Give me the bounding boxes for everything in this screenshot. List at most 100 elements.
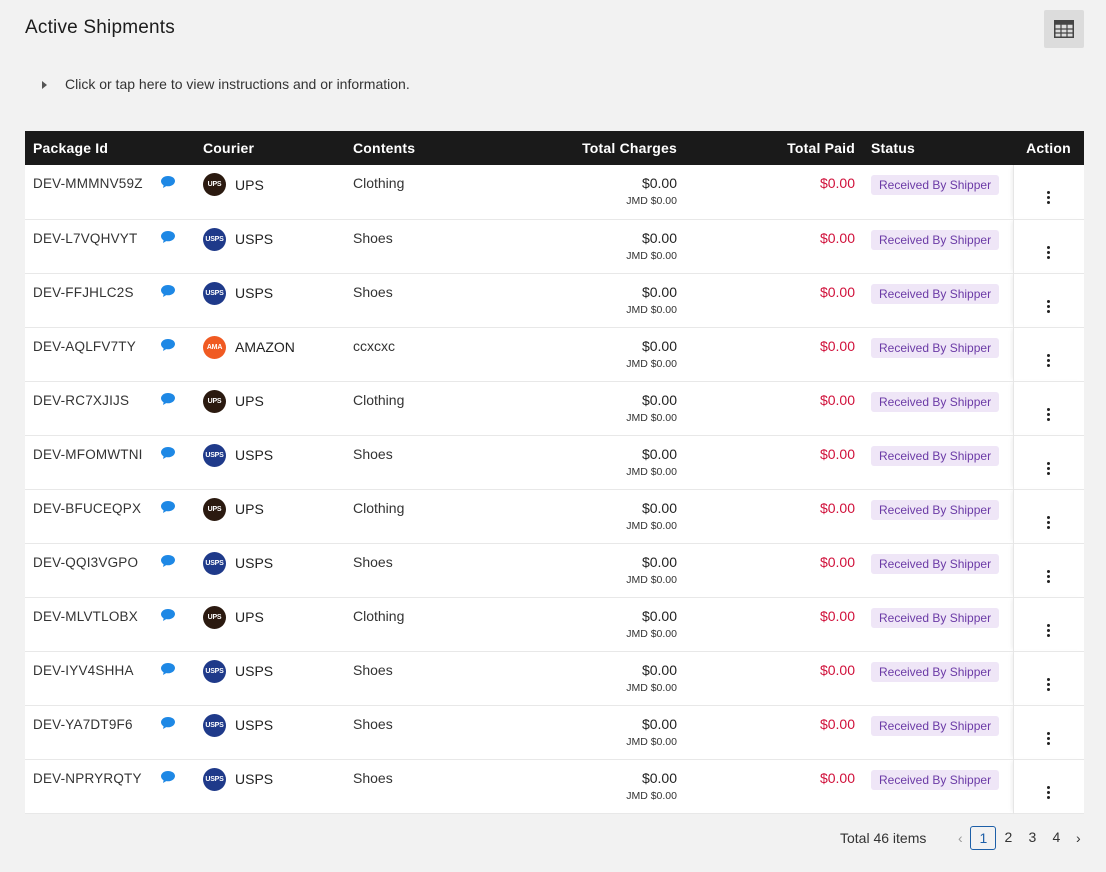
page-title: Active Shipments <box>25 17 175 38</box>
status-badge: Received By Shipper <box>871 715 1000 736</box>
table-row[interactable]: DEV-NPRYRQTY USPS USPS Shoes $0.00 JMD $… <box>25 759 1084 813</box>
chat-bubble-icon[interactable] <box>160 284 176 298</box>
header-total-charges[interactable]: Total Charges <box>582 140 677 156</box>
total-charge-jmd: JMD $0.00 <box>626 519 677 532</box>
package-id[interactable]: DEV-QQI3VGPO <box>33 554 139 570</box>
chat-bubble-icon[interactable] <box>160 446 176 460</box>
courier-name: USPS <box>235 771 274 787</box>
contents: Shoes <box>353 769 393 786</box>
total-paid: $0.00 <box>819 769 855 786</box>
courier-name: USPS <box>235 447 274 463</box>
chat-bubble-icon[interactable] <box>160 392 176 406</box>
table-row[interactable]: DEV-MLVTLOBX UPS UPS Clothing $0.00 JMD … <box>25 597 1084 651</box>
table-row[interactable]: DEV-YA7DT9F6 USPS USPS Shoes $0.00 JMD $… <box>25 705 1084 759</box>
status-badge: Received By Shipper <box>871 175 1000 195</box>
header-courier[interactable]: Courier <box>203 140 255 156</box>
total-charge-jmd: JMD $0.00 <box>626 681 677 694</box>
kebab-menu-icon[interactable] <box>1047 407 1051 422</box>
header-package-id[interactable]: Package Id <box>33 140 109 156</box>
chevron-left-icon[interactable]: ‹ <box>958 830 963 846</box>
status-badge: Received By Shipper <box>871 553 1000 574</box>
total-charge-jmd: JMD $0.00 <box>626 303 677 316</box>
status-badge: Received By Shipper <box>871 283 1000 304</box>
package-id[interactable]: DEV-L7VQHVYT <box>33 230 138 246</box>
courier: USPS USPS <box>203 227 337 251</box>
chat-bubble-icon[interactable] <box>160 500 176 514</box>
chat-bubble-icon[interactable] <box>160 662 176 676</box>
kebab-menu-icon[interactable] <box>1047 190 1051 205</box>
chat-bubble-icon[interactable] <box>160 554 176 568</box>
chat-bubble-icon[interactable] <box>160 230 176 244</box>
package-id[interactable]: DEV-IYV4SHHA <box>33 662 134 678</box>
total-charge: $0.00 <box>641 229 677 246</box>
kebab-menu-icon[interactable] <box>1047 731 1051 746</box>
total-charge: $0.00 <box>641 607 677 624</box>
instructions-toggle[interactable]: Click or tap here to view instructions a… <box>42 76 410 92</box>
total-charge-jmd: JMD $0.00 <box>626 411 677 424</box>
courier-name: USPS <box>235 717 274 733</box>
table-view-toggle-button[interactable] <box>1044 10 1084 48</box>
chat-bubble-icon[interactable] <box>160 338 176 352</box>
table-row[interactable]: DEV-BFUCEQPX UPS UPS Clothing $0.00 JMD … <box>25 489 1084 543</box>
package-id[interactable]: DEV-FFJHLC2S <box>33 284 134 300</box>
page-4-button[interactable]: 4 <box>1052 829 1061 845</box>
chevron-right-icon[interactable]: › <box>1076 830 1081 846</box>
table-row[interactable]: DEV-FFJHLC2S USPS USPS Shoes $0.00 JMD $… <box>25 273 1084 327</box>
total-paid: $0.00 <box>819 445 855 462</box>
package-id[interactable]: DEV-MLVTLOBX <box>33 608 138 624</box>
package-id[interactable]: DEV-RC7XJIJS <box>33 392 130 408</box>
courier-name: AMAZON <box>235 339 295 355</box>
total-paid: $0.00 <box>819 391 855 408</box>
header-contents[interactable]: Contents <box>353 140 416 156</box>
total-charge: $0.00 <box>641 499 677 516</box>
kebab-menu-icon[interactable] <box>1047 461 1051 476</box>
courier-name: UPS <box>235 501 264 517</box>
courier-logo: USPS <box>203 443 226 467</box>
kebab-menu-icon[interactable] <box>1047 353 1051 368</box>
header-status[interactable]: Status <box>871 140 915 156</box>
courier-name: USPS <box>235 555 274 571</box>
courier-name: USPS <box>235 231 274 247</box>
header-total-paid[interactable]: Total Paid <box>787 140 855 156</box>
package-id[interactable]: DEV-NPRYRQTY <box>33 770 142 786</box>
table-row[interactable]: DEV-MMMNV59Z UPS UPS Clothing $0.00 JMD … <box>25 165 1084 219</box>
courier-name: USPS <box>235 663 274 679</box>
table-row[interactable]: DEV-QQI3VGPO USPS USPS Shoes $0.00 JMD $… <box>25 543 1084 597</box>
kebab-menu-icon[interactable] <box>1047 623 1051 638</box>
total-charge-jmd: JMD $0.00 <box>626 357 677 370</box>
table-row[interactable]: DEV-L7VQHVYT USPS USPS Shoes $0.00 JMD $… <box>25 219 1084 273</box>
total-charge-jmd: JMD $0.00 <box>626 249 677 262</box>
page-1-button[interactable]: 1 <box>970 826 997 850</box>
contents: Shoes <box>353 283 393 300</box>
chat-bubble-icon[interactable] <box>160 175 176 189</box>
table-row[interactable]: DEV-MFOMWTNI USPS USPS Shoes $0.00 JMD $… <box>25 435 1084 489</box>
status-badge: Received By Shipper <box>871 391 1000 412</box>
package-id[interactable]: DEV-AQLFV7TY <box>33 338 136 354</box>
package-id[interactable]: DEV-MFOMWTNI <box>33 446 143 462</box>
kebab-menu-icon[interactable] <box>1047 245 1051 260</box>
page-2-button[interactable]: 2 <box>1004 829 1013 845</box>
courier-logo: UPS <box>203 389 226 413</box>
table-row[interactable]: DEV-AQLFV7TY AMA AMAZON ccxcxc $0.00 JMD… <box>25 327 1084 381</box>
chat-bubble-icon[interactable] <box>160 770 176 784</box>
kebab-menu-icon[interactable] <box>1047 677 1051 692</box>
kebab-menu-icon[interactable] <box>1047 299 1051 314</box>
courier-name: USPS <box>235 285 274 301</box>
package-id[interactable]: DEV-YA7DT9F6 <box>33 716 133 732</box>
total-charge: $0.00 <box>641 553 677 570</box>
page-3-button[interactable]: 3 <box>1028 829 1037 845</box>
package-id[interactable]: DEV-BFUCEQPX <box>33 500 142 516</box>
table-row[interactable]: DEV-IYV4SHHA USPS USPS Shoes $0.00 JMD $… <box>25 651 1084 705</box>
kebab-menu-icon[interactable] <box>1047 569 1051 584</box>
total-charge-jmd: JMD $0.00 <box>626 465 677 478</box>
contents: Clothing <box>353 175 405 191</box>
chat-bubble-icon[interactable] <box>160 716 176 730</box>
package-id[interactable]: DEV-MMMNV59Z <box>33 176 143 191</box>
contents: Clothing <box>353 499 405 516</box>
courier: USPS USPS <box>203 713 337 737</box>
kebab-menu-icon[interactable] <box>1047 785 1051 800</box>
courier: USPS USPS <box>203 443 337 467</box>
chat-bubble-icon[interactable] <box>160 608 176 622</box>
table-row[interactable]: DEV-RC7XJIJS UPS UPS Clothing $0.00 JMD … <box>25 381 1084 435</box>
kebab-menu-icon[interactable] <box>1047 515 1051 530</box>
